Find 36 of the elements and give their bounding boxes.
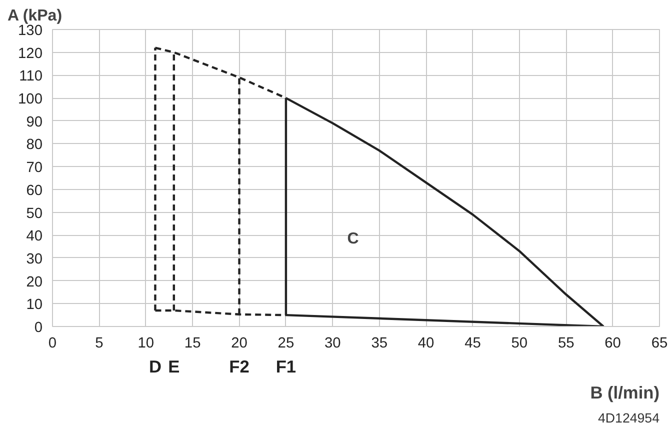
text: F1 (276, 356, 296, 376)
y-tick-label: 10 (26, 297, 43, 314)
x-tick-label: 20 (231, 336, 248, 352)
x-tick-label: 60 (604, 336, 621, 352)
y-tick-label: 120 (18, 46, 43, 62)
y-tick-label: 70 (26, 160, 43, 176)
x-tick-label: 10 (138, 336, 154, 352)
x-tick-label: 30 (324, 336, 341, 352)
text: E (168, 356, 180, 376)
x-tick-label: 15 (184, 336, 201, 352)
text: D (148, 356, 162, 376)
y-tick-label: 40 (26, 228, 43, 245)
y-tick-label: 100 (18, 92, 43, 108)
x-tick-label: 5 (95, 336, 104, 352)
y-tick-label: 20 (26, 274, 43, 290)
x-tick-label: 55 (558, 336, 574, 352)
y-tick-label: 50 (26, 206, 43, 222)
y-tick-label: 110 (19, 68, 43, 85)
x-tick-label: 50 (511, 336, 528, 352)
y-tick-label: 30 (26, 251, 43, 268)
x-tick-label: 25 (278, 336, 294, 352)
y-tick-label: 80 (26, 137, 43, 154)
text: F2 (229, 356, 250, 376)
annotation: C (347, 230, 360, 248)
x-tick-label: 35 (371, 336, 388, 352)
text: 4D124954 (598, 410, 660, 426)
y-tick-label: 0 (34, 320, 43, 336)
y-tick-label: 90 (26, 114, 43, 130)
x-tick-label: 0 (48, 336, 57, 352)
x-tick-label: 40 (418, 336, 434, 352)
x-tick-label: 65 (651, 336, 668, 352)
y-axis-title: A (kPa) (8, 8, 62, 24)
x-axis-title: B (l/min) (590, 382, 660, 402)
y-tick-label: 130 (18, 23, 43, 39)
x-tick-label: 45 (464, 336, 481, 352)
y-tick-label: 60 (26, 182, 43, 199)
